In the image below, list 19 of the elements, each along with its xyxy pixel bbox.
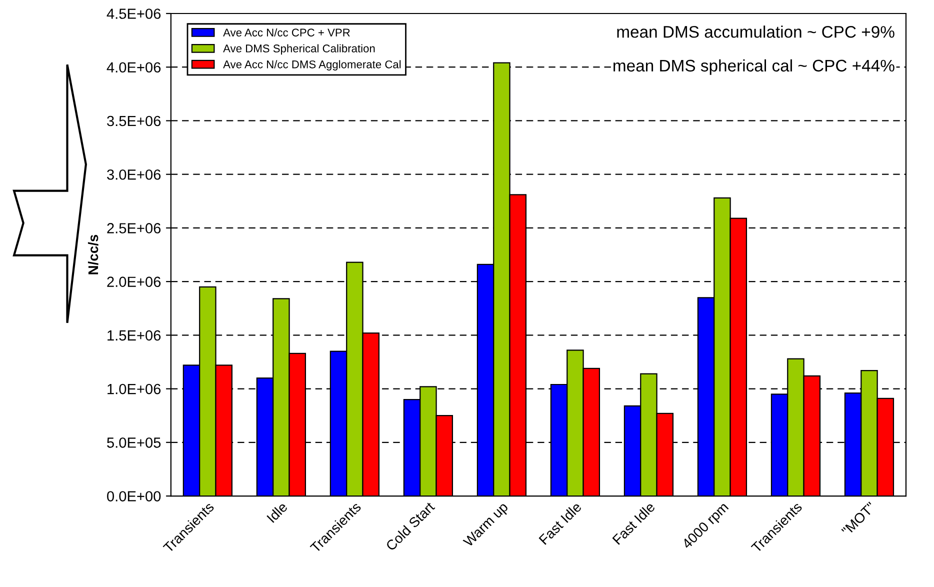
y-tick-label: 2.5E+06 bbox=[107, 223, 161, 234]
y-tick-label: 2.0E+06 bbox=[107, 276, 161, 287]
y-tick-label: 3.0E+06 bbox=[107, 169, 161, 180]
y-tick-label: 3.5E+06 bbox=[107, 116, 161, 126]
y-tick-label: 4.0E+06 bbox=[106, 62, 161, 73]
y-tick-label: 4.5E+06 bbox=[106, 8, 161, 19]
y-tick-label: 5.0E+05 bbox=[107, 438, 161, 448]
legend-label: Ave Acc N/cc CPC + VPR bbox=[223, 28, 350, 36]
y-tick-label: 1.0E+06 bbox=[108, 384, 161, 394]
y-tick-label: 0.0E+00 bbox=[107, 491, 161, 502]
legend-label: Ave Acc N/cc DMS Agglomerate Cal bbox=[223, 60, 401, 71]
legend-label: Ave DMS Spherical Calibration bbox=[223, 44, 375, 55]
x-tick-label: Fast Idle bbox=[612, 501, 656, 545]
x-tick-label: Idle bbox=[266, 501, 288, 524]
y-tick-label: 1.5E+06 bbox=[108, 330, 161, 341]
x-tick-label: Fast Idle bbox=[538, 501, 582, 545]
y-axis-title: N/cc/s bbox=[88, 234, 98, 274]
annotation: mean DMS spherical cal ~ CPC +44% bbox=[614, 59, 894, 75]
annotation: mean DMS accumulation ~ CPC +9% bbox=[617, 26, 894, 38]
